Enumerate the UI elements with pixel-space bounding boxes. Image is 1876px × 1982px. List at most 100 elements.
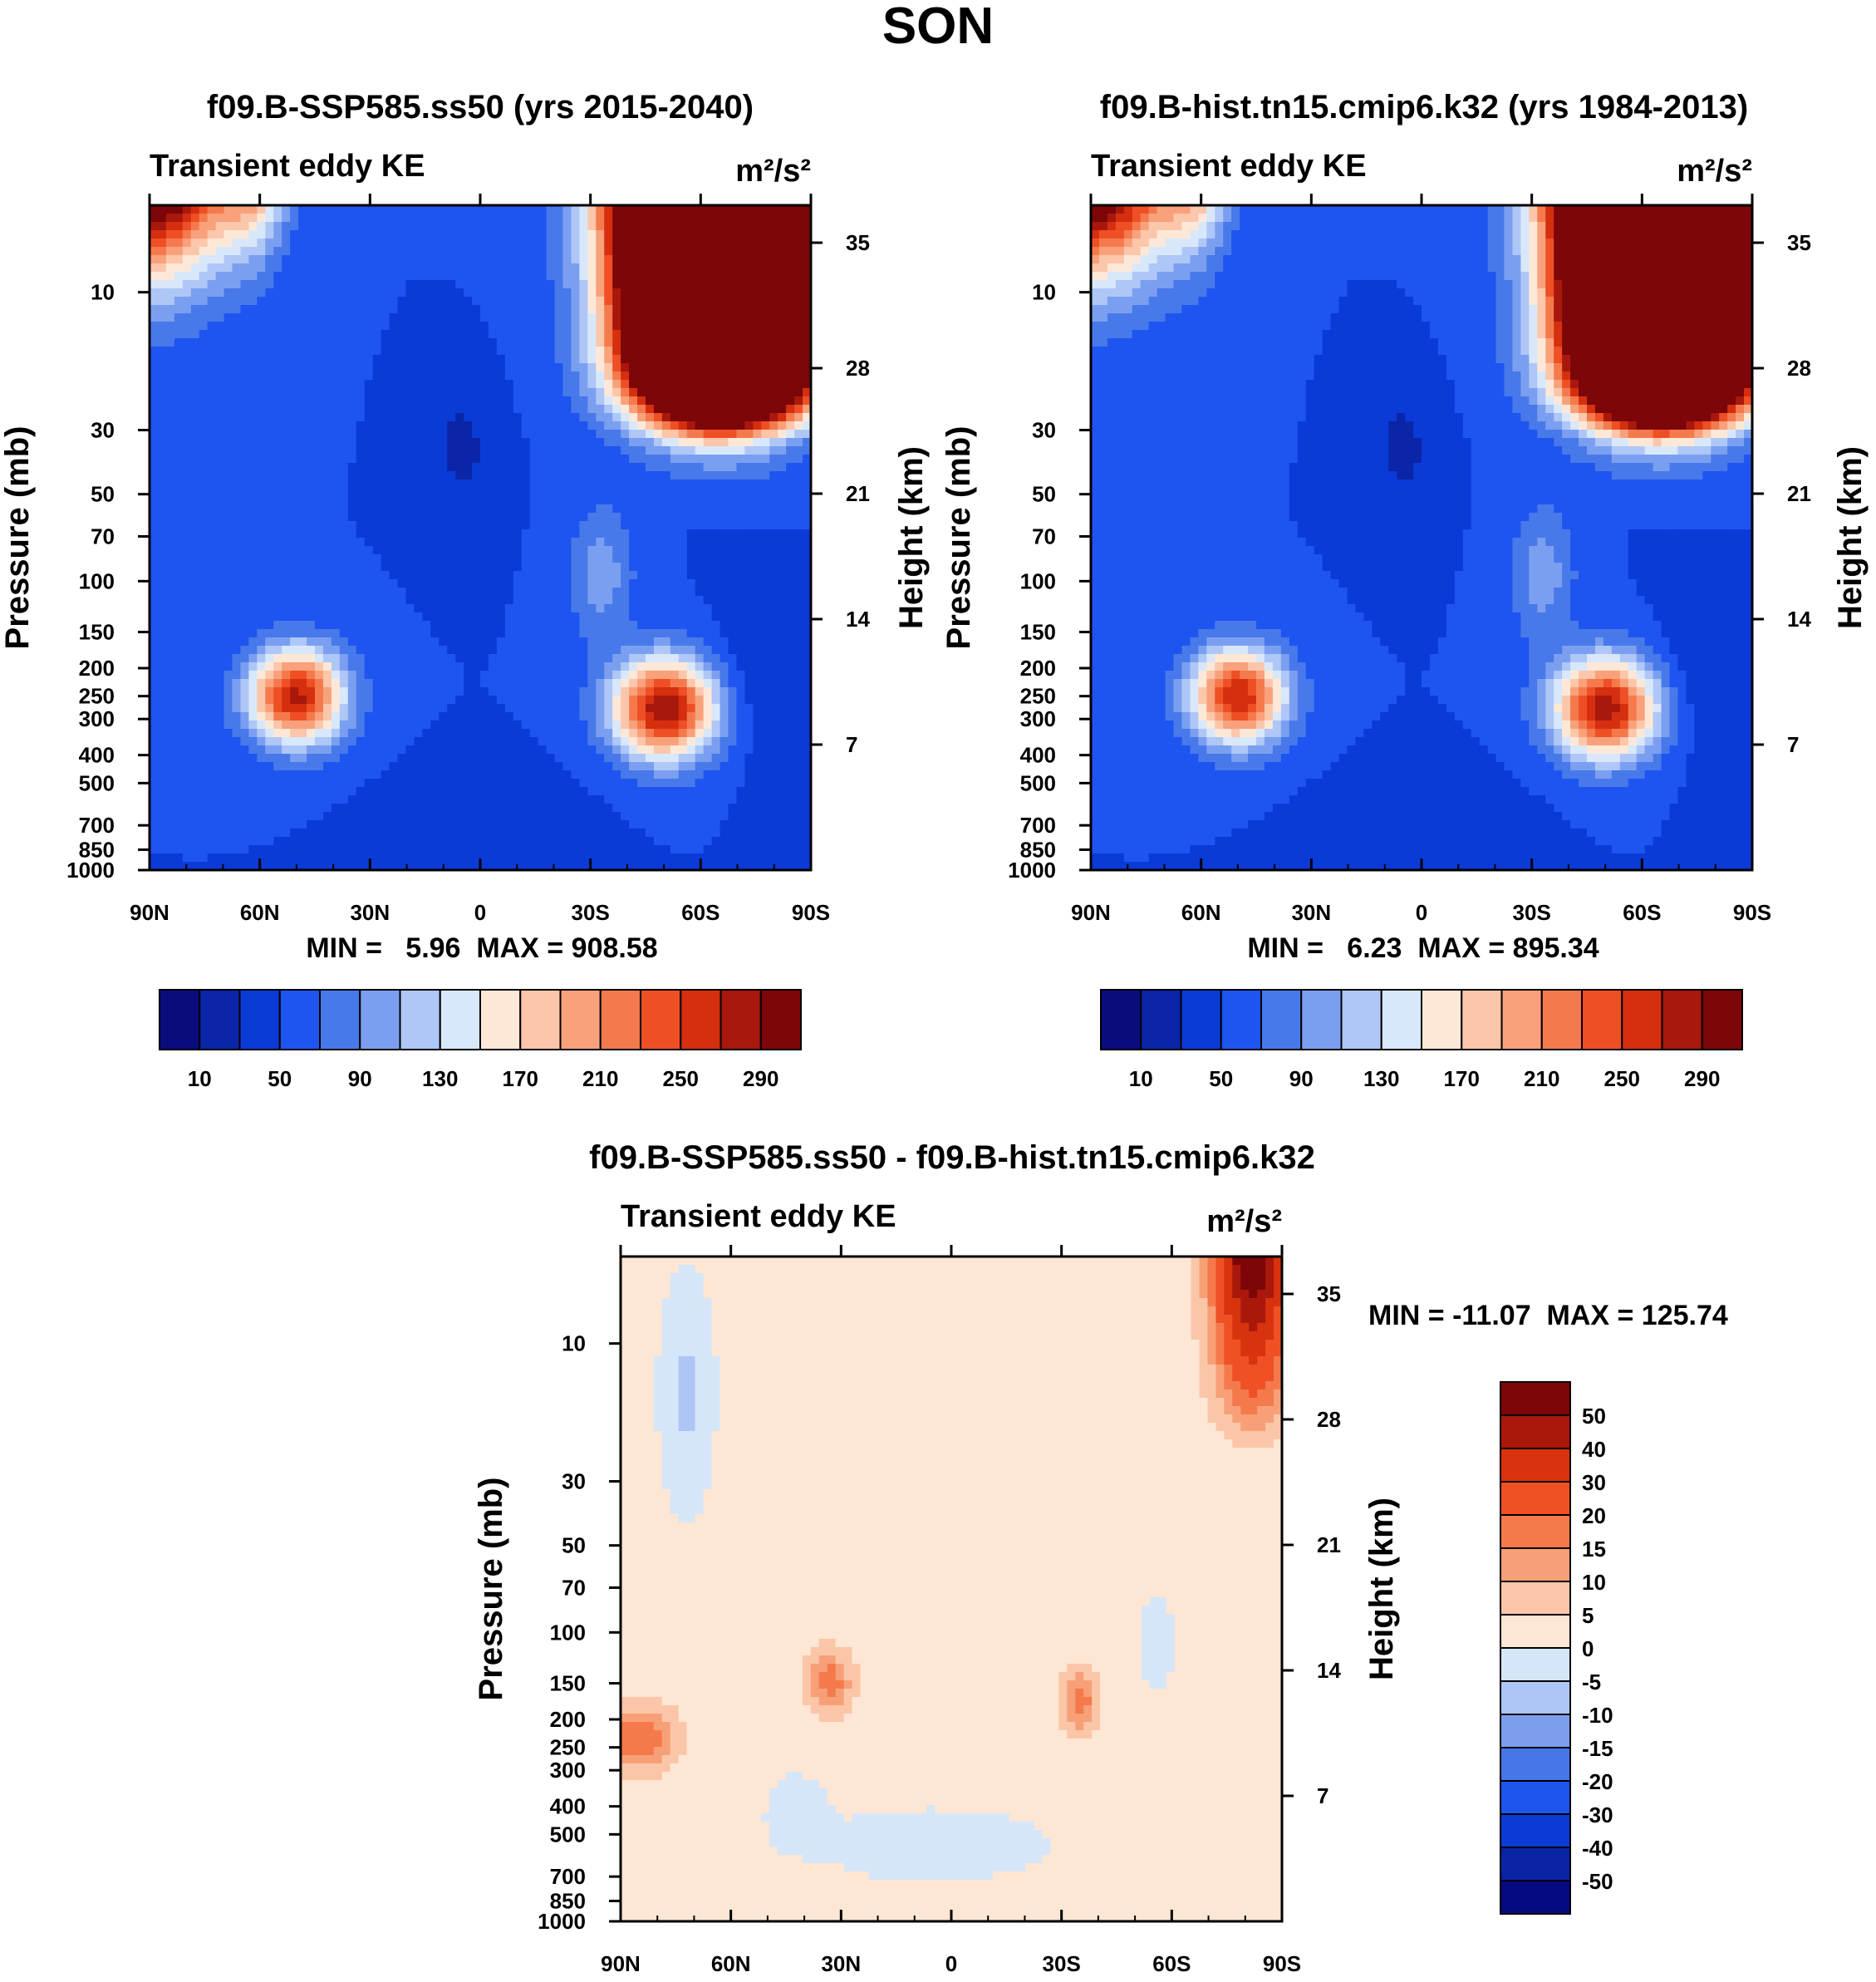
contour-cell (728, 355, 738, 364)
contour-cell (347, 280, 357, 289)
contour-cell (521, 297, 531, 306)
contour-cell (571, 438, 580, 447)
contour-cell (496, 247, 506, 256)
contour-cell (604, 297, 613, 306)
contour-cell (794, 405, 803, 414)
contour-cell (653, 355, 663, 364)
contour-cell (464, 380, 473, 389)
contour-cell (199, 347, 209, 356)
contour-cell (678, 488, 688, 497)
contour-cell (587, 396, 597, 406)
contour-cell (480, 405, 489, 414)
contour-cell (695, 363, 705, 372)
contour-cell (695, 272, 705, 281)
contour-cell (786, 380, 795, 389)
contour-cell (629, 538, 638, 547)
contour-cell (794, 480, 803, 489)
contour-cell (646, 347, 655, 356)
contour-cell (322, 646, 332, 655)
contour-cell (621, 438, 630, 447)
contour-cell (248, 721, 258, 730)
contour-cell (794, 604, 803, 613)
contour-cell (430, 538, 440, 547)
contour-cell (504, 380, 514, 389)
contour-cell (513, 463, 523, 472)
contour-cell (265, 205, 274, 214)
contour-cell (307, 247, 316, 256)
contour-cell (521, 396, 531, 406)
contour-cell (215, 687, 225, 696)
contour-cell (695, 430, 705, 439)
contour-cell (546, 588, 556, 597)
contour-cell (521, 471, 531, 480)
contour-cell (464, 272, 473, 281)
contour-cell (472, 272, 481, 281)
contour-cell (331, 579, 341, 588)
contour-cell (562, 488, 572, 497)
contour-cell (464, 455, 473, 464)
contour-cell (596, 263, 605, 273)
contour-cell (695, 637, 705, 647)
contour-cell (653, 330, 663, 339)
contour-cell (728, 280, 738, 289)
contour-cell (472, 446, 481, 455)
contour-cell (546, 205, 556, 214)
contour-cell (753, 396, 762, 406)
contour-cell (381, 247, 390, 256)
contour-cell (778, 637, 787, 647)
contour-cell (364, 579, 374, 588)
contour-cell (596, 671, 605, 680)
contour-cell (322, 538, 332, 547)
contour-cell (389, 621, 399, 630)
contour-cell (405, 455, 415, 464)
contour-cell (661, 546, 671, 555)
contour-cell (769, 679, 778, 688)
contour-cell (761, 446, 770, 455)
contour-cell (347, 421, 357, 430)
contour-cell (190, 480, 200, 489)
contour-cell (257, 480, 266, 489)
contour-cell (273, 363, 282, 372)
contour-cell (778, 604, 787, 613)
contour-cell (736, 496, 745, 505)
contour-cell (529, 471, 539, 480)
contour-cell (587, 446, 597, 455)
contour-cell (215, 579, 225, 588)
contour-cell (347, 338, 357, 347)
contour-cell (521, 272, 531, 281)
contour-cell (728, 438, 738, 447)
contour-cell (794, 554, 803, 563)
contour-cell (695, 696, 705, 705)
contour-cell (488, 504, 498, 514)
contour-cell (670, 247, 680, 256)
contour-cell (596, 305, 605, 314)
contour-cell (604, 438, 613, 447)
contour-cell (554, 571, 564, 580)
contour-cell (504, 662, 514, 671)
contour-cell (761, 488, 770, 497)
contour-cell (215, 480, 225, 489)
contour-cell (207, 380, 217, 389)
contour-cell (571, 704, 580, 713)
contour-cell (199, 396, 209, 406)
contour-cell (653, 263, 663, 273)
contour-cell (653, 629, 663, 638)
contour-cell (215, 554, 225, 563)
contour-cell (728, 637, 738, 647)
contour-cell (182, 596, 192, 605)
contour-cell (686, 405, 696, 414)
contour-cell (282, 255, 291, 264)
contour-cell (571, 421, 580, 430)
contour-cell (347, 563, 357, 572)
contour-cell (803, 654, 811, 663)
contour-cell (472, 662, 481, 671)
contour-cell (174, 637, 184, 647)
contour-cell (472, 297, 481, 306)
contour-cell (546, 504, 556, 514)
contour-cell (347, 579, 357, 588)
contour-cell (546, 405, 556, 414)
contour-cell (215, 280, 225, 289)
contour-cell (215, 563, 225, 572)
contour-cell (455, 388, 464, 397)
contour-cell (356, 421, 366, 430)
